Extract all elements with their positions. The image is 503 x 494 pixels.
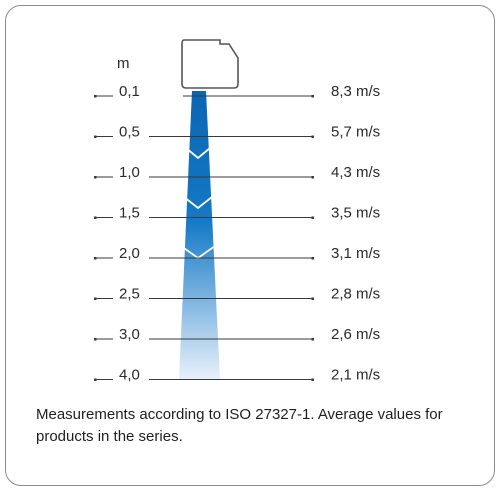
speed-label: 2,8 m/s <box>331 286 380 303</box>
distance-label: 0,1 <box>119 83 140 100</box>
right-tick <box>311 338 314 341</box>
speed-label: 2,1 m/s <box>331 367 380 384</box>
left-tick <box>94 257 97 260</box>
info-card <box>5 5 495 486</box>
measurement-note: Measurements according to ISO 27327-1. A… <box>36 406 443 445</box>
distance-row: 3,0 2,6 m/s <box>94 326 380 343</box>
left-tick <box>94 338 97 341</box>
speed-label: 3,1 m/s <box>331 245 380 262</box>
right-tick <box>311 135 314 138</box>
left-tick <box>94 378 97 381</box>
distance-label: 1,0 <box>119 164 140 181</box>
left-tick <box>94 95 97 98</box>
speed-label: 8,3 m/s <box>331 83 380 100</box>
device-icon <box>181 39 239 89</box>
right-tick <box>311 257 314 260</box>
speed-label: 5,7 m/s <box>331 124 380 141</box>
distance-label: 3,0 <box>119 326 140 343</box>
right-tick <box>311 378 314 381</box>
right-tick <box>311 297 314 300</box>
distance-label: 2,5 <box>119 286 140 303</box>
airflow-beam <box>179 91 220 380</box>
left-tick <box>94 135 97 138</box>
unit-label: m <box>117 55 130 72</box>
left-tick <box>94 216 97 219</box>
speed-label: 2,6 m/s <box>331 326 380 343</box>
distance-label: 0,5 <box>119 124 140 141</box>
distance-row: 2,5 2,8 m/s <box>94 286 380 303</box>
flow-chevron-1 <box>185 147 211 160</box>
distance-label: 2,0 <box>119 245 140 262</box>
distance-row: 1,0 4,3 m/s <box>94 164 380 181</box>
distance-label: 1,5 <box>119 205 140 222</box>
right-tick <box>311 216 314 219</box>
right-tick <box>311 95 314 98</box>
flow-chevron-2 <box>183 196 213 210</box>
distance-row: 0,5 5,7 m/s <box>94 124 380 141</box>
left-tick <box>94 297 97 300</box>
speed-label: 3,5 m/s <box>331 205 380 222</box>
distance-row: 2,0 3,1 m/s <box>94 245 380 262</box>
distance-label: 4,0 <box>119 367 140 384</box>
distance-row: 4,0 2,1 m/s <box>94 367 380 384</box>
speed-label: 4,3 m/s <box>331 164 380 181</box>
right-tick <box>311 176 314 179</box>
distance-row: 1,5 3,5 m/s <box>94 205 380 222</box>
left-tick <box>94 176 97 179</box>
distance-row: 0,1 8,3 m/s <box>94 83 380 100</box>
